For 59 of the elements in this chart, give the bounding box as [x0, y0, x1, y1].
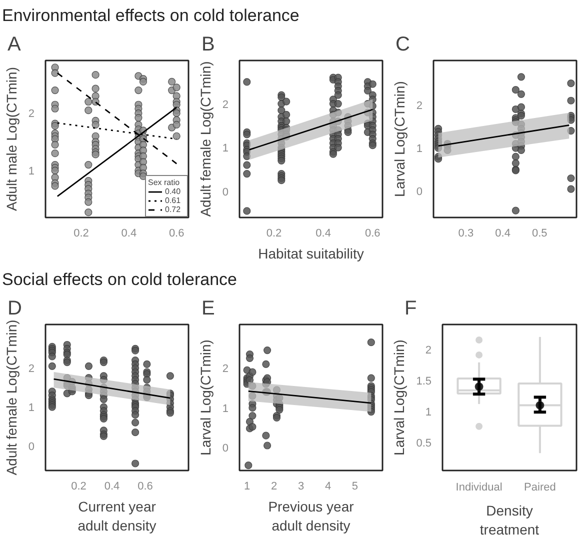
x-tick-label: 4: [324, 480, 332, 492]
legend-label: 0.72: [165, 205, 182, 214]
chart-title: C: [396, 34, 410, 56]
x-tick-label: 0.4: [121, 228, 137, 240]
y-tick-label: 1: [416, 143, 423, 156]
x-tick-label: 5: [352, 480, 358, 492]
x-tick-label: Individual: [456, 482, 502, 494]
y-tick-label: 1: [222, 142, 229, 155]
y-tick-label: 1: [222, 402, 229, 415]
x-tick-label: 2: [270, 480, 278, 492]
y-tick-label: 2: [28, 363, 35, 376]
y-tick-label: 2: [416, 100, 423, 112]
y-tick-label: 2: [425, 344, 432, 356]
x-tick-label: 0.4: [316, 228, 331, 240]
y-axis-title: Adult female Log(CTmin): [3, 320, 20, 476]
chart-title: B: [202, 34, 215, 56]
y-axis-title: Adult female Log(CTmin): [197, 61, 214, 217]
x-axis-title: Habitat suitability: [258, 246, 364, 262]
x-axis-title: Previous year adult density: [268, 498, 354, 534]
x-tick-label: 0.4: [495, 228, 510, 240]
x-tick-label: 0.2: [71, 480, 86, 492]
y-axis-title: Larval Log(CTmin): [197, 340, 214, 456]
y-tick-label: 0: [416, 186, 423, 198]
chart-title: E: [202, 298, 215, 320]
y-tick-label: 2: [222, 98, 229, 111]
y-tick-label: 1: [28, 166, 35, 178]
text: Social effects on cold tolerance: [2, 269, 237, 291]
legend-label: 0.40: [165, 187, 182, 196]
chart-title: F: [404, 298, 417, 320]
x-tick-label: Paired: [524, 482, 556, 494]
x-tick-label: 1: [244, 480, 250, 492]
y-tick-label: 0: [222, 442, 229, 454]
x-tick-label: 0.6: [364, 228, 380, 240]
y-tick-label: 1.5: [416, 375, 432, 388]
x-tick-label: 3: [298, 480, 304, 492]
x-tick-label: 0.2: [74, 228, 89, 240]
x-tick-label: 0.3: [458, 228, 474, 240]
legend-label: 0.61: [165, 196, 182, 205]
y-tick-label: 1: [28, 402, 35, 414]
y-axis-title: Adult male Log(CTmin): [3, 67, 20, 211]
x-axis-title: Density treatment: [480, 502, 540, 538]
y-tick-label: 1: [425, 406, 432, 418]
y-tick-label: 0.5: [416, 438, 432, 450]
chart-title: D: [8, 298, 22, 320]
text: Environmental effects on cold tolerance: [2, 5, 300, 27]
x-tick-label: 0.4: [104, 480, 120, 492]
y-tick-label: 0: [28, 440, 35, 453]
y-tick-label: 2: [222, 363, 229, 376]
x-tick-label: 0.5: [532, 228, 548, 240]
y-axis-title: Larval Log(CTmin): [391, 340, 408, 456]
x-tick-label: 0.2: [266, 228, 282, 240]
chart-title: A: [8, 34, 22, 56]
x-tick-label: 0.6: [168, 228, 184, 240]
y-tick-label: 2: [28, 108, 35, 120]
y-axis-title: Larval Log(CTmin): [391, 81, 408, 197]
x-tick-label: 0.6: [138, 480, 153, 492]
y-tick-label: 0: [222, 186, 229, 198]
x-axis-title: Current year adult density: [78, 498, 156, 534]
legend-title: Sex ratio: [148, 178, 181, 187]
